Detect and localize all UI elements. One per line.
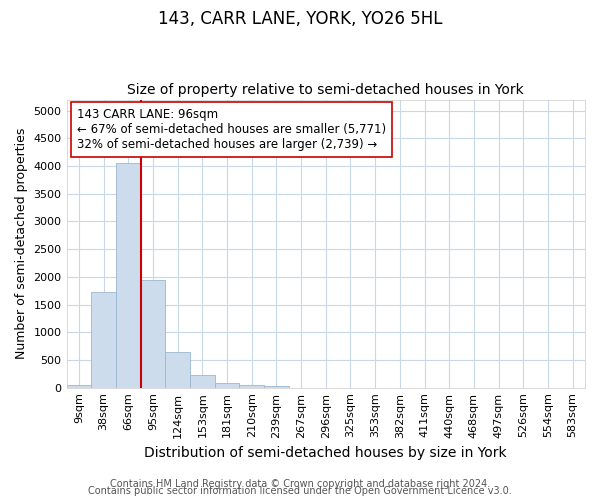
Bar bbox=[116, 164, 140, 388]
Bar bbox=[165, 352, 190, 388]
Text: 143 CARR LANE: 96sqm
← 67% of semi-detached houses are smaller (5,771)
32% of se: 143 CARR LANE: 96sqm ← 67% of semi-detac… bbox=[77, 108, 386, 151]
Bar bbox=[264, 386, 289, 388]
Text: Contains HM Land Registry data © Crown copyright and database right 2024.: Contains HM Land Registry data © Crown c… bbox=[110, 479, 490, 489]
Y-axis label: Number of semi-detached properties: Number of semi-detached properties bbox=[15, 128, 28, 360]
X-axis label: Distribution of semi-detached houses by size in York: Distribution of semi-detached houses by … bbox=[145, 446, 507, 460]
Bar bbox=[67, 385, 91, 388]
Bar bbox=[140, 280, 165, 388]
Bar bbox=[91, 292, 116, 388]
Text: 143, CARR LANE, YORK, YO26 5HL: 143, CARR LANE, YORK, YO26 5HL bbox=[158, 10, 442, 28]
Bar bbox=[239, 385, 264, 388]
Title: Size of property relative to semi-detached houses in York: Size of property relative to semi-detach… bbox=[127, 83, 524, 97]
Bar bbox=[215, 382, 239, 388]
Bar bbox=[190, 375, 215, 388]
Text: Contains public sector information licensed under the Open Government Licence v3: Contains public sector information licen… bbox=[88, 486, 512, 496]
